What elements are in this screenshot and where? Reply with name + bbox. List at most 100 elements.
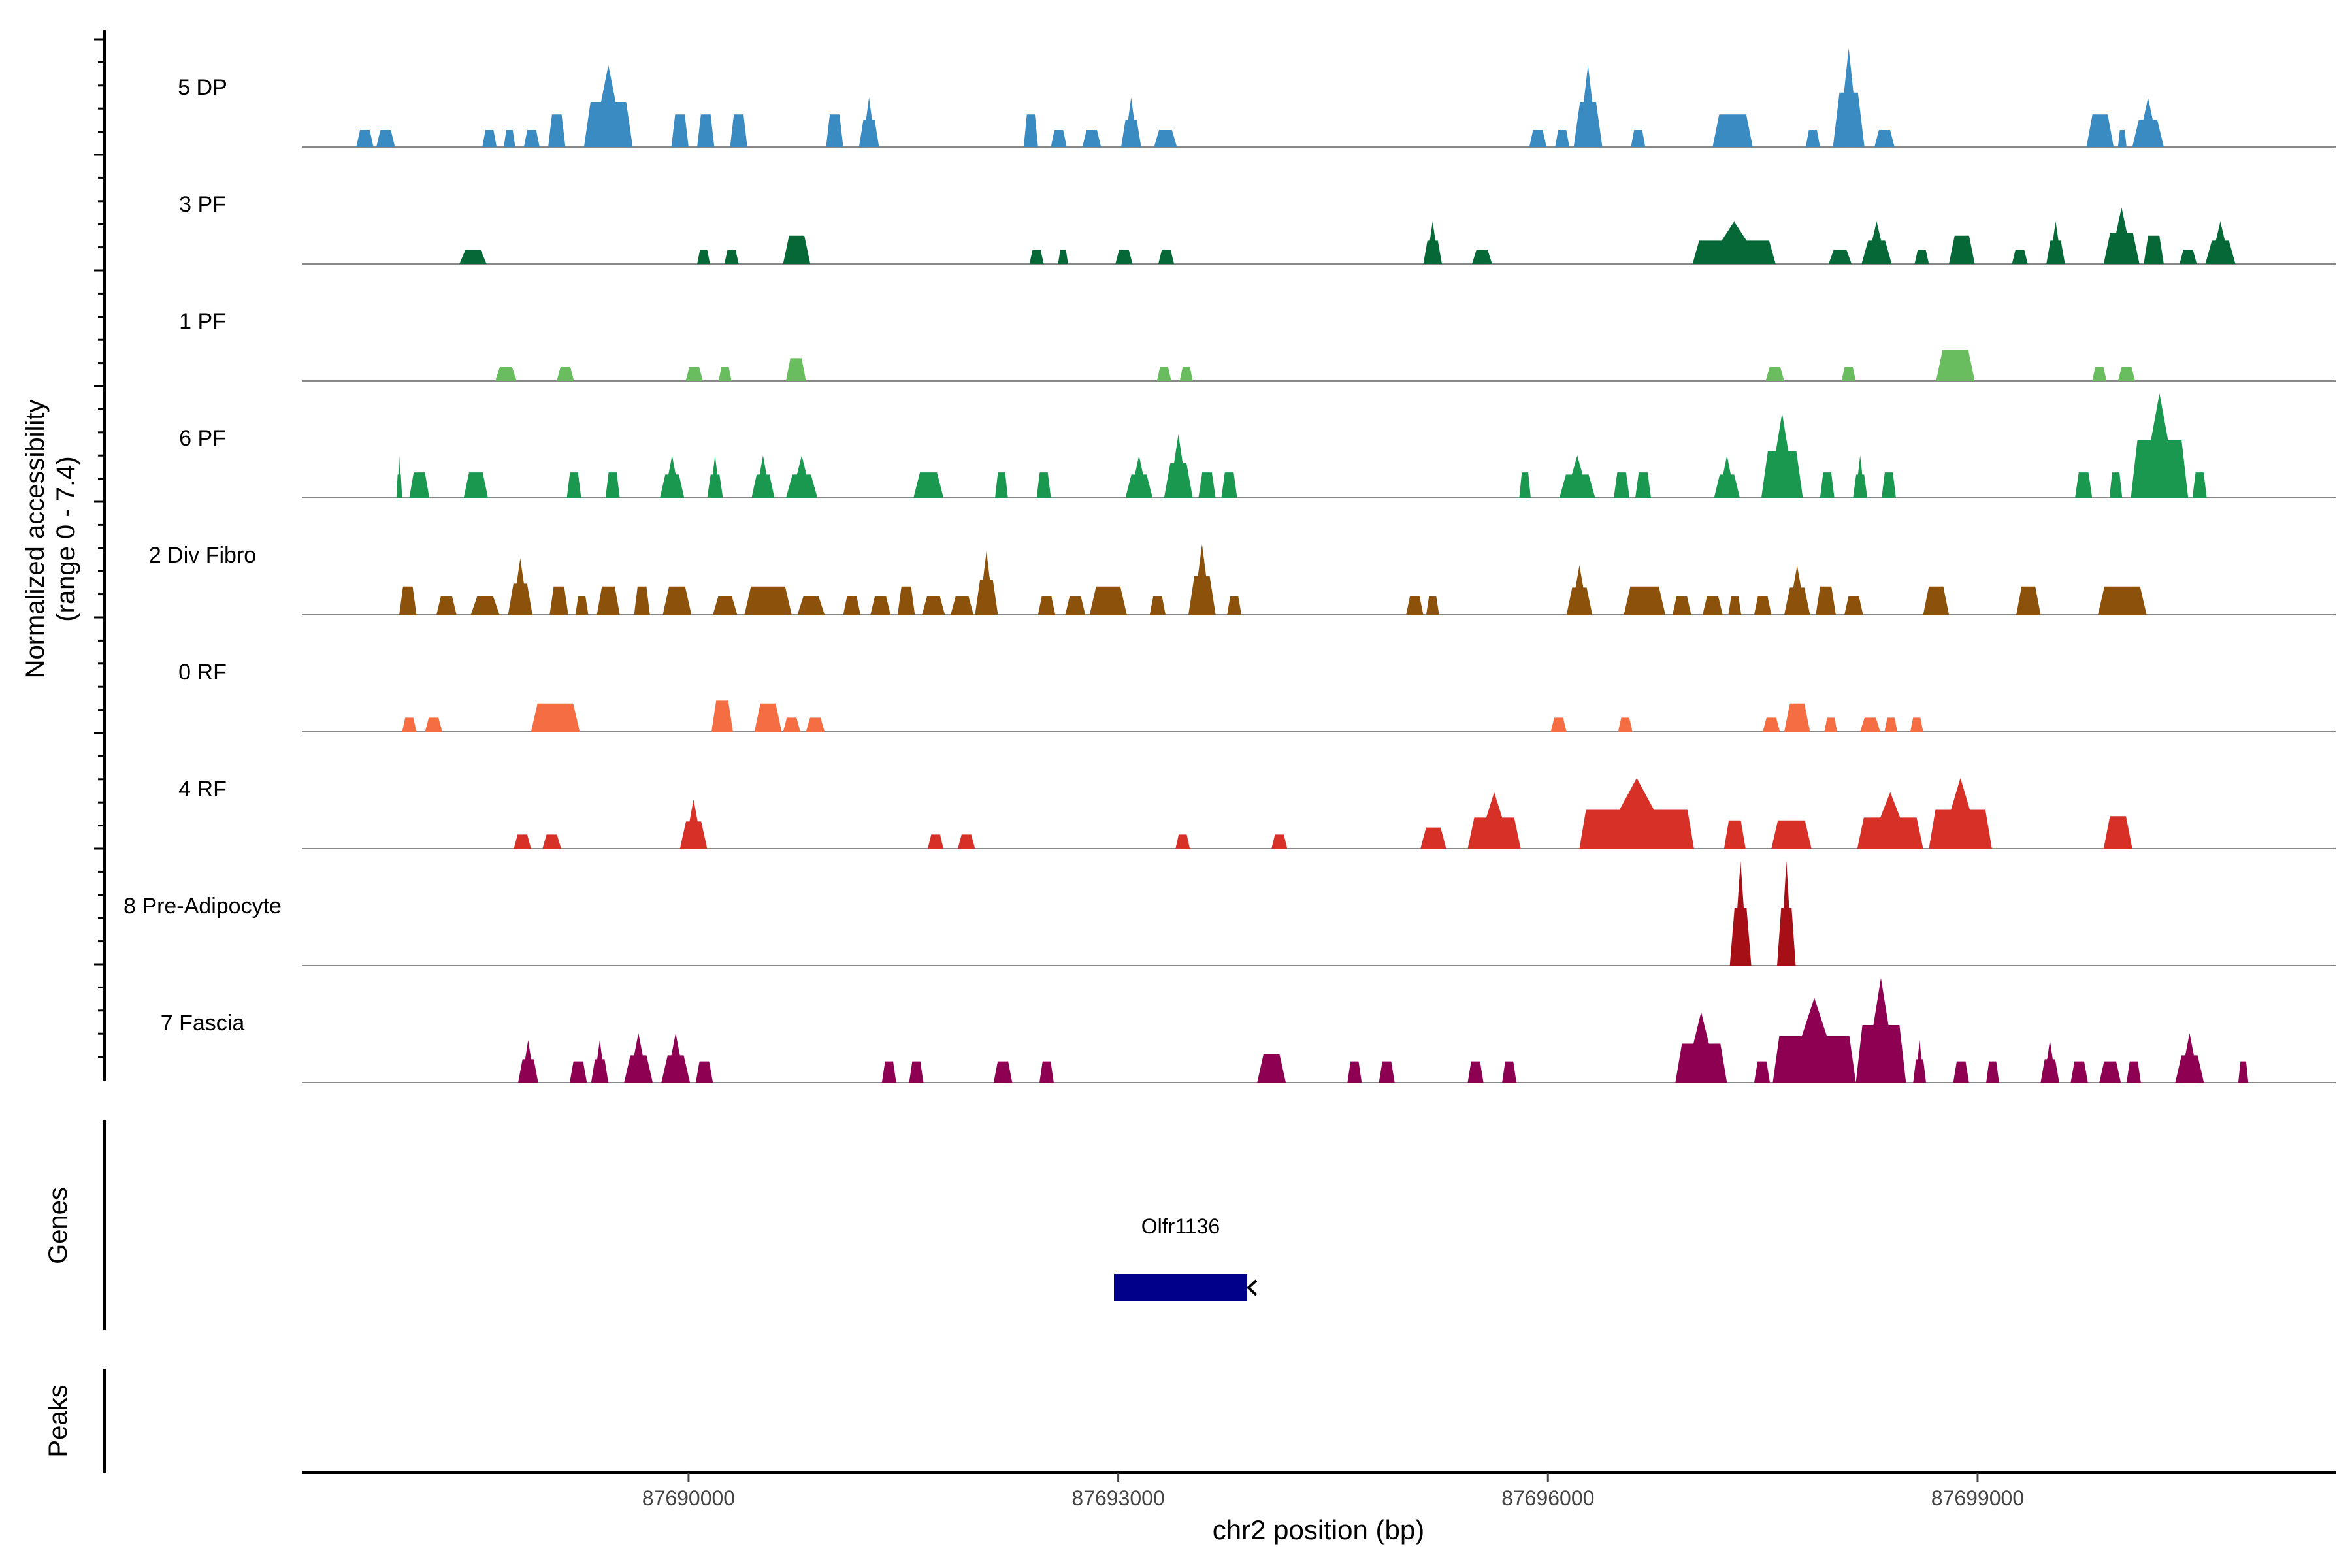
coverage-peak (2098, 586, 2147, 615)
x-tick-label: 87693000 (1071, 1486, 1164, 1510)
coverage-peak (1953, 1061, 1969, 1083)
coverage-peak (2086, 114, 2114, 147)
coverage-peak (928, 834, 944, 849)
coverage-peak (713, 596, 738, 615)
coverage-peak (1824, 717, 1838, 732)
coverage-peak (2192, 472, 2207, 498)
coverage-peak (1467, 1061, 1484, 1083)
coverage-tracks: 5 DP 3 PF 1 PF 6 PF 2 Div Fibro 0 RF 4 RF 8 Pre… (123, 48, 2336, 1083)
coverage-peak (1420, 827, 1446, 849)
coverage-peak (744, 586, 792, 615)
coverage-peak (1777, 861, 1796, 966)
x-tick-label: 87696000 (1501, 1486, 1594, 1510)
coverage-peak (1631, 130, 1646, 147)
coverage-peak (1257, 1054, 1286, 1083)
coverage-peak (1672, 596, 1691, 615)
coverage-peak (697, 114, 715, 147)
coverage-peak (662, 586, 692, 615)
coverage-peak (575, 596, 589, 615)
coverage-peak (751, 455, 775, 498)
coverage-peak (2131, 393, 2189, 498)
coverage-peak (1082, 130, 1102, 147)
coverage-peak (2012, 250, 2028, 264)
coverage-peak (1559, 455, 1595, 498)
track-label: 1 PF (179, 309, 226, 334)
coverage-peak (1833, 48, 1865, 147)
coverage-peak (634, 586, 650, 615)
coverage-peak (1029, 250, 1044, 264)
gene-label: Olfr1136 (1141, 1215, 1220, 1238)
coverage-peak (1913, 1040, 1927, 1083)
coverage-peak (1158, 250, 1175, 264)
coverage-peak (2117, 130, 2127, 147)
coverage-peak (1555, 130, 1570, 147)
coverage-peak (605, 472, 620, 498)
genes-panel: Olfr1136 (1114, 1215, 1258, 1301)
coverage-peak (508, 558, 532, 615)
coverage-peak (1923, 586, 1950, 615)
coverage-peak (724, 250, 739, 264)
track-label: 7 Fascia (161, 1011, 245, 1036)
coverage-peak (402, 717, 417, 732)
track-label: 5 DP (178, 75, 227, 100)
coverage-peak (1624, 586, 1666, 615)
coverage-peak (1729, 861, 1752, 966)
coverage-peak (2075, 472, 2093, 498)
coverage-peak (1519, 472, 1531, 498)
coverage-peak (870, 596, 891, 615)
coverage-peak (1712, 114, 1753, 147)
coverage-peak (2046, 221, 2065, 264)
coverage-peak (858, 97, 879, 147)
coverage-peak (1550, 717, 1567, 732)
coverage-peak (783, 235, 811, 264)
coverage-peak (1828, 250, 1852, 264)
track-label: 3 PF (179, 192, 226, 217)
coverage-peak (2109, 472, 2123, 498)
coverage-peak (1125, 455, 1153, 498)
coverage-peak (504, 130, 515, 147)
coverage-peak (2117, 367, 2136, 381)
coverage-peak (2103, 207, 2140, 264)
coverage-peak (754, 703, 782, 732)
coverage-peak (1986, 1061, 1999, 1083)
coverage-peak (1036, 472, 1051, 498)
coverage-peak (1089, 586, 1127, 615)
x-axis-label: chr2 position (bp) (1213, 1514, 1425, 1545)
coverage-peak (1714, 455, 1740, 498)
coverage-peak (542, 834, 561, 849)
track-3-pf: 3 PF (179, 192, 2336, 265)
coverage-peak (730, 114, 747, 147)
coverage-peak (2205, 221, 2236, 264)
coverage-peak (2126, 1061, 2141, 1083)
coverage-peak (1179, 367, 1193, 381)
gene-body (1114, 1274, 1247, 1301)
coverage-peak (1936, 350, 1975, 381)
coverage-peak (913, 472, 944, 498)
coverage-peak (1771, 820, 1812, 849)
coverage-peak (1618, 717, 1633, 732)
coverage-peak (785, 358, 806, 381)
coverage-peak (958, 834, 975, 849)
coverage-peak (897, 586, 915, 615)
coverage-peak (1579, 777, 1694, 849)
coverage-peak (661, 1033, 691, 1083)
coverage-peak (518, 1040, 538, 1083)
coverage-peak (785, 455, 818, 498)
coverage-peak (1164, 434, 1193, 498)
coverage-peak (2016, 586, 2041, 615)
coverage-peak (2132, 97, 2164, 147)
coverage-peak (1754, 1061, 1771, 1083)
coverage-peak (583, 65, 633, 147)
coverage-peak (1765, 367, 1784, 381)
coverage-peak (1037, 596, 1056, 615)
coverage-peak (1614, 472, 1630, 498)
coverage-peak (482, 130, 497, 147)
coverage-peak (1406, 596, 1424, 615)
coverage-peak (881, 1061, 896, 1083)
coverage-peak (1472, 250, 1492, 264)
coverage-peak (514, 834, 531, 849)
coverage-peak (1728, 596, 1742, 615)
coverage-peak (718, 367, 732, 381)
coverage-peak (922, 596, 945, 615)
coverage-peak (376, 130, 395, 147)
